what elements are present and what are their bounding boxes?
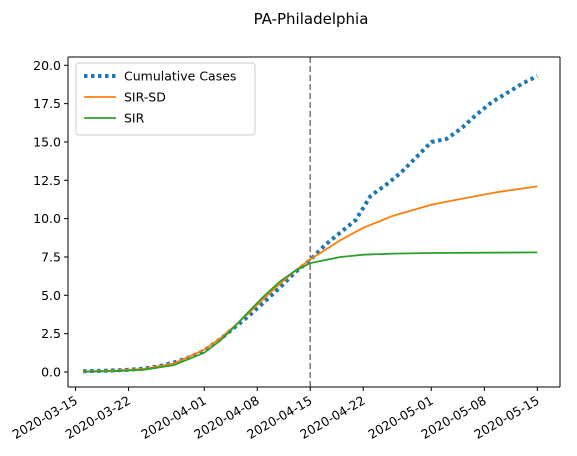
chart-title: PA-Philadelphia (254, 10, 369, 28)
legend-label: SIR (124, 111, 145, 126)
y-tick-label: 5.0 (41, 288, 61, 303)
series-line-sir-sd (83, 185, 538, 373)
series-layer (83, 74, 539, 374)
y-tick-label: 2.5 (41, 326, 61, 341)
legend-box (75, 62, 256, 136)
y-tick-label: 20.0 (33, 58, 61, 73)
y-tick-label: 10.0 (33, 211, 61, 226)
legend-label: Cumulative Cases (124, 69, 236, 84)
series-line-sir (83, 251, 538, 373)
y-tick-label: 12.5 (33, 173, 61, 188)
legend: Cumulative Cases SIR-SD SIR (75, 62, 256, 136)
y-tick-label: 7.5 (41, 249, 61, 264)
legend-label: SIR-SD (124, 90, 166, 105)
y-tick-label: 17.5 (33, 96, 61, 111)
y-tick-label: 15.0 (33, 134, 61, 149)
y-tick-label: 0.0 (41, 364, 61, 379)
